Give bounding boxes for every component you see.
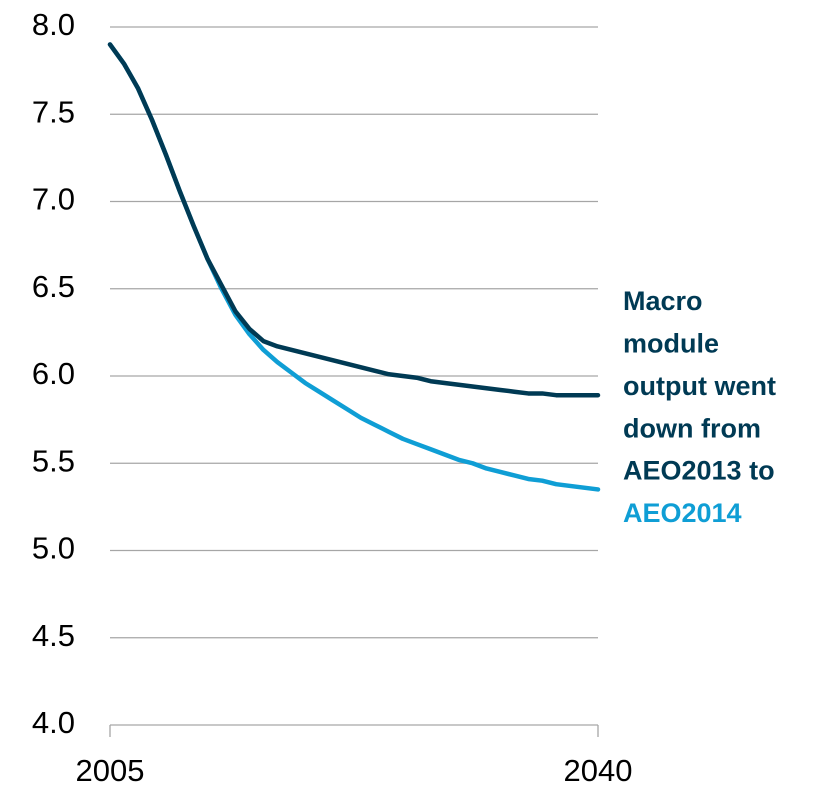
y-tick-label: 6.0 bbox=[32, 356, 75, 391]
y-tick-label: 5.5 bbox=[32, 443, 75, 478]
x-tick-label: 2040 bbox=[564, 753, 633, 788]
y-tick-label: 7.0 bbox=[32, 182, 75, 217]
annotation: output went bbox=[623, 371, 776, 401]
y-tick-label: 4.5 bbox=[32, 618, 75, 653]
annotation: AEO2014 bbox=[623, 498, 742, 528]
y-tick-label: 8.0 bbox=[32, 7, 75, 42]
annotation: Macro bbox=[623, 286, 703, 316]
y-tick-label: 5.0 bbox=[32, 531, 75, 566]
y-tick-label: 7.5 bbox=[32, 94, 75, 129]
annotation: AEO2013 to bbox=[623, 456, 775, 486]
x-tick-label: 2005 bbox=[76, 753, 145, 788]
annotation: module bbox=[623, 329, 719, 359]
annotation: down from bbox=[623, 413, 761, 443]
line-series bbox=[107, 42, 601, 492]
y-tick-label: 4.0 bbox=[32, 705, 75, 740]
line-series bbox=[107, 42, 601, 398]
y-tick-label: 6.5 bbox=[32, 269, 75, 304]
